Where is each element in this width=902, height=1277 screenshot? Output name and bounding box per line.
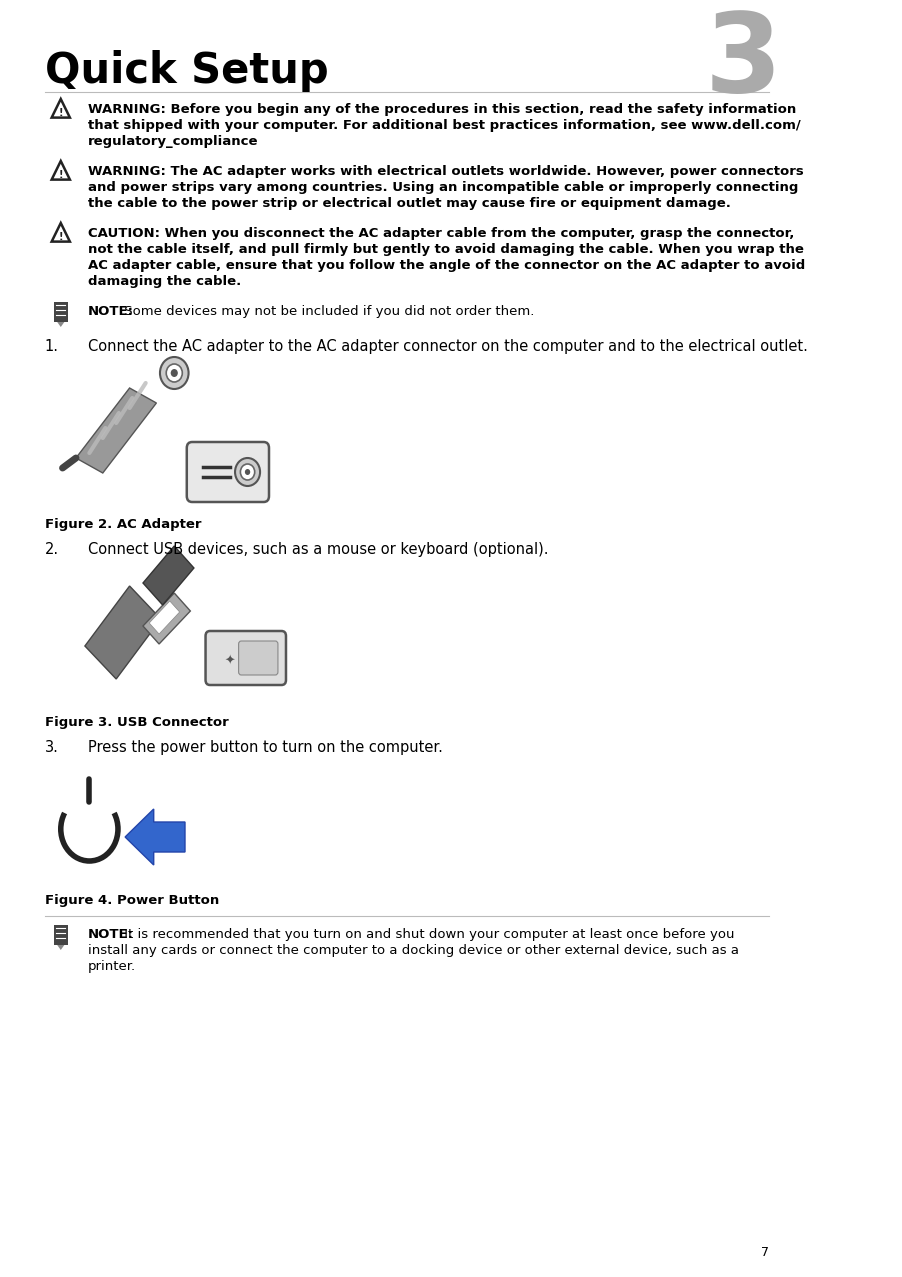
Text: Quick Setup: Quick Setup [44, 50, 328, 92]
Text: damaging the cable.: damaging the cable. [87, 275, 241, 289]
FancyBboxPatch shape [238, 641, 278, 676]
Text: Connect the AC adapter to the AC adapter connector on the computer and to the el: Connect the AC adapter to the AC adapter… [87, 338, 806, 354]
Text: regulatory_compliance: regulatory_compliance [87, 135, 258, 148]
Text: that shipped with your computer. For additional best practices information, see : that shipped with your computer. For add… [87, 119, 799, 132]
Polygon shape [149, 601, 179, 633]
Text: Figure 4. Power Button: Figure 4. Power Button [44, 894, 218, 907]
Polygon shape [125, 810, 185, 865]
Text: Figure 2. AC Adapter: Figure 2. AC Adapter [44, 518, 201, 531]
Circle shape [160, 358, 189, 389]
Bar [53, 301, 68, 322]
Text: It is recommended that you turn on and shut down your computer at least once bef: It is recommended that you turn on and s… [120, 928, 733, 941]
Text: 7: 7 [759, 1246, 768, 1259]
Text: !: ! [59, 107, 63, 117]
Text: 2.: 2. [44, 541, 59, 557]
Polygon shape [57, 322, 64, 327]
FancyBboxPatch shape [187, 442, 269, 502]
Text: WARNING: The AC adapter works with electrical outlets worldwide. However, power : WARNING: The AC adapter works with elect… [87, 165, 803, 178]
Text: WARNING: Before you begin any of the procedures in this section, read the safety: WARNING: Before you begin any of the pro… [87, 103, 795, 116]
Text: Figure 3. USB Connector: Figure 3. USB Connector [44, 716, 228, 729]
Polygon shape [85, 586, 161, 679]
Text: printer.: printer. [87, 960, 135, 973]
Circle shape [166, 364, 182, 382]
Text: 3: 3 [704, 8, 781, 115]
Text: install any cards or connect the computer to a docking device or other external : install any cards or connect the compute… [87, 944, 738, 956]
Polygon shape [143, 593, 190, 644]
Text: Connect USB devices, such as a mouse or keyboard (optional).: Connect USB devices, such as a mouse or … [87, 541, 548, 557]
FancyBboxPatch shape [206, 631, 286, 684]
Polygon shape [76, 388, 156, 472]
Polygon shape [57, 945, 64, 950]
Bar [53, 925, 68, 945]
Text: the cable to the power strip or electrical outlet may cause fire or equipment da: the cable to the power strip or electric… [87, 197, 730, 209]
Text: NOTE:: NOTE: [87, 305, 133, 318]
Circle shape [235, 458, 260, 487]
Text: CAUTION: When you disconnect the AC adapter cable from the computer, grasp the c: CAUTION: When you disconnect the AC adap… [87, 227, 793, 240]
Text: ✦: ✦ [224, 655, 235, 668]
Text: Press the power button to turn on the computer.: Press the power button to turn on the co… [87, 739, 442, 755]
Circle shape [170, 369, 178, 377]
Text: and power strips vary among countries. Using an incompatible cable or improperly: and power strips vary among countries. U… [87, 181, 797, 194]
Circle shape [240, 464, 254, 480]
Circle shape [244, 469, 250, 475]
Text: NOTE:: NOTE: [87, 928, 133, 941]
Text: !: ! [59, 170, 63, 180]
Text: 1.: 1. [44, 338, 59, 354]
Text: 3.: 3. [44, 739, 59, 755]
Text: Some devices may not be included if you did not order them.: Some devices may not be included if you … [120, 305, 534, 318]
Text: not the cable itself, and pull firmly but gently to avoid damaging the cable. Wh: not the cable itself, and pull firmly bu… [87, 243, 803, 255]
Polygon shape [143, 547, 194, 605]
Text: !: ! [59, 232, 63, 241]
Text: AC adapter cable, ensure that you follow the angle of the connector on the AC ad: AC adapter cable, ensure that you follow… [87, 259, 804, 272]
